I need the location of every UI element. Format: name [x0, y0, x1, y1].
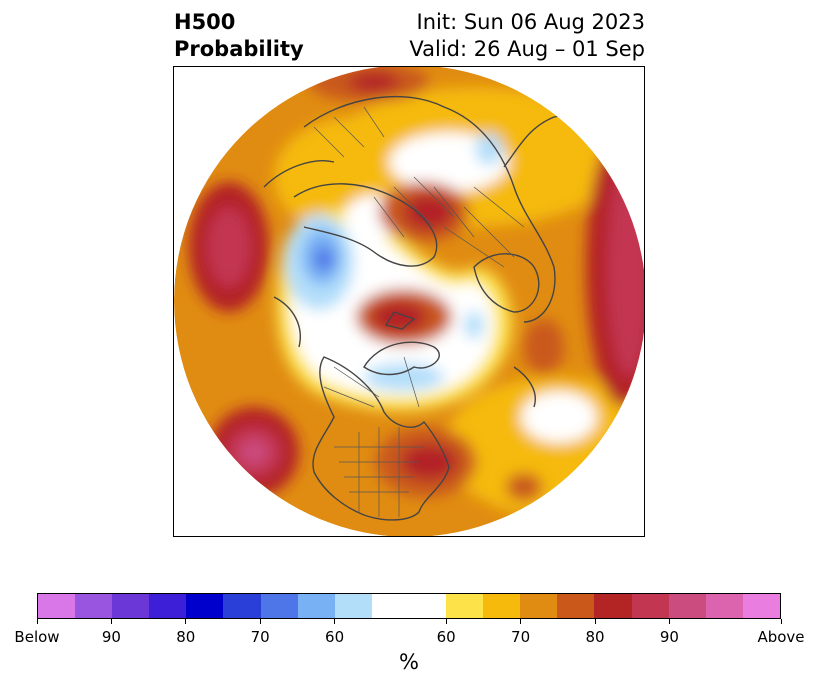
colorbar-swatch	[557, 594, 595, 618]
colorbar-swatch	[38, 594, 76, 618]
colorbar	[37, 593, 781, 619]
colorbar-tick-mark	[445, 619, 447, 624]
colorbar-swatch	[149, 594, 187, 618]
colorbar-swatch	[75, 594, 113, 618]
colorbar-swatch	[631, 594, 669, 618]
probability-map	[174, 67, 644, 536]
colorbar-tick-label: 80	[585, 628, 605, 646]
valid-range: Valid: 26 Aug – 01 Sep	[409, 37, 645, 61]
title-product: Probability	[174, 37, 304, 61]
colorbar-label: %	[399, 650, 419, 674]
init-date: Init: Sun 06 Aug 2023	[416, 10, 645, 34]
probability-field	[174, 67, 644, 536]
colorbar-tick-mark	[185, 619, 187, 624]
colorbar-tick-mark	[594, 619, 596, 624]
colorbar-tick-mark	[780, 619, 782, 624]
colorbar-tick-label: 70	[250, 628, 270, 646]
colorbar-swatch	[446, 594, 484, 618]
colorbar-tick-mark	[36, 619, 38, 624]
colorbar-tick-label: Above	[757, 628, 805, 646]
colorbar-swatch	[483, 594, 521, 618]
colorbar-swatch	[742, 594, 780, 618]
polar-map-panel	[173, 66, 645, 537]
colorbar-tick-label: 60	[436, 628, 456, 646]
colorbar-swatch	[371, 594, 447, 618]
colorbar-tick-label: 90	[101, 628, 121, 646]
colorbar-swatch	[260, 594, 298, 618]
colorbar-swatch	[112, 594, 150, 618]
colorbar-tick-label: 80	[176, 628, 196, 646]
colorbar-tick-label: 70	[511, 628, 531, 646]
colorbar-swatch	[668, 594, 706, 618]
colorbar-tick-label: 60	[325, 628, 345, 646]
colorbar-swatch	[334, 594, 372, 618]
colorbar-swatch	[186, 594, 224, 618]
colorbar-tick-mark	[110, 619, 112, 624]
map-title: H500 Probability	[174, 9, 304, 63]
colorbar-tick-mark	[668, 619, 670, 624]
political-borders	[313, 106, 525, 517]
colorbar-swatch	[594, 594, 632, 618]
colorbar-tick-mark	[520, 619, 522, 624]
map-dates: Init: Sun 06 Aug 2023 Valid: 26 Aug – 01…	[409, 9, 645, 63]
colorbar-swatch	[520, 594, 558, 618]
colorbar-tick-mark	[334, 619, 336, 624]
colorbar-swatch	[297, 594, 335, 618]
colorbar-tick-label: 90	[659, 628, 679, 646]
colorbar-tick-mark	[259, 619, 261, 624]
colorbar-swatch	[223, 594, 261, 618]
colorbar-tick-label: Below	[14, 628, 60, 646]
colorbar-swatch	[705, 594, 743, 618]
title-variable: H500	[174, 10, 236, 34]
